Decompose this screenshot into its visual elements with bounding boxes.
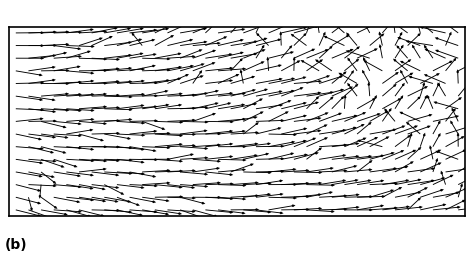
Text: (b): (b)	[5, 237, 27, 251]
